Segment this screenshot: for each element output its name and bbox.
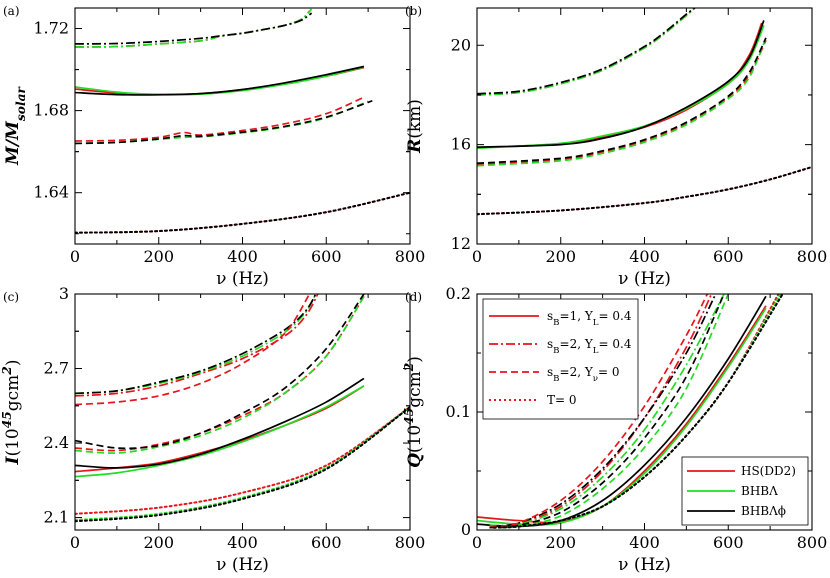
- panel-label: (b): [405, 4, 422, 18]
- legend-label-hs: HS(DD2): [741, 464, 796, 478]
- x-tick-label: 400: [227, 533, 258, 552]
- y-tick-label: 2.4: [44, 433, 69, 452]
- panel-d: 0 200 400 600 800 0 0.1 0.2 (d) ν (Hz) Q(1045gcm2): [402, 284, 827, 575]
- series-line-bhblphi-T0: [477, 165, 812, 216]
- x-tick-label: 0: [70, 247, 80, 266]
- series-line-bhblphi-T0: [492, 294, 784, 529]
- series-line-bhbl-T0: [75, 406, 410, 522]
- x-axis-label: ν (Hz): [618, 555, 671, 575]
- x-tick-label: 600: [311, 247, 342, 266]
- y-tick-label: 2.7: [44, 359, 69, 378]
- panel-c: 0 200 400 600 800 2.1 2.4 2.7 3 (c) ν (Hz) I(1045gc…: [0, 284, 425, 575]
- y-tick-label: 0.1: [446, 402, 471, 421]
- x-axis-label: ν (Hz): [618, 269, 671, 289]
- x-tick-label: 600: [713, 247, 744, 266]
- series-line-hs-T0: [75, 406, 410, 515]
- panel-label: (a): [3, 4, 20, 18]
- x-tick-label: 800: [797, 247, 828, 266]
- series-line-bhblphi-T0: [75, 406, 410, 523]
- series-line-hs-sb2y0: [75, 96, 365, 142]
- y-axis-label: I(1045gcm2): [0, 360, 23, 466]
- series-line-bhblphi-sb2y0: [75, 99, 373, 145]
- legend-label-bhbl: BHBΛ: [741, 484, 778, 498]
- y-tick-label: 1.64: [33, 183, 69, 202]
- y-axis-label: R(km): [405, 99, 425, 154]
- y-axis-label: M/Msolar: [3, 85, 28, 165]
- panel-label: (d): [405, 290, 422, 304]
- series-line-bhblphi-sb2: [477, 8, 696, 95]
- y-tick-label: 1.68: [33, 101, 69, 120]
- series-line-bhblphi-sb1: [75, 65, 365, 96]
- y-axis-label: Q(1045gcm2): [402, 356, 425, 468]
- series-line-bhbl-sb1: [75, 385, 365, 478]
- panel-a: 0 200 400 600 800 1.64 1.68 1.72 (a) ν (Hz) M/Msol…: [3, 4, 425, 289]
- x-tick-label: 600: [713, 533, 744, 552]
- x-tick-label: 400: [227, 247, 258, 266]
- legend-box: [482, 298, 639, 420]
- panel-label: (c): [3, 290, 19, 304]
- x-tick-label: 400: [629, 533, 660, 552]
- y-tick-label: 20: [451, 35, 471, 54]
- x-tick-label: 200: [545, 533, 576, 552]
- x-tick-label: 200: [545, 247, 576, 266]
- series-line-bhbl-sb2: [477, 8, 696, 96]
- x-tick-label: 0: [70, 533, 80, 552]
- series-line-bhblphi-sb2: [489, 294, 717, 528]
- series-line-hs-sb2y0: [477, 39, 767, 166]
- x-axis-label: ν (Hz): [216, 555, 269, 575]
- x-tick-label: 0: [472, 533, 482, 552]
- series-line-bhbl-sb2y0: [477, 37, 767, 167]
- y-tick-label: 0.2: [446, 284, 471, 303]
- y-tick-label: 3: [59, 284, 69, 303]
- series-line-bhbl-sb2: [489, 294, 725, 527]
- legend-label-sb2: sB=2, YL= 0.4: [547, 337, 632, 356]
- series-line-bhblphi-sb1: [75, 377, 365, 469]
- series-line-bhbl-sb2y0: [489, 294, 730, 529]
- series-line-bhblphi-sb2y0: [489, 294, 725, 529]
- panel-b: 0 200 400 600 800 12 16 20 (b) ν (Hz) R(km): [405, 4, 827, 289]
- x-tick-label: 200: [143, 247, 174, 266]
- series-line-bhblphi-sb2y0: [477, 37, 767, 165]
- legend-line-styles: sB=1, YL= 0.4 sB=2, YL= 0.4 sB=2, Yν= 0 T= …: [482, 298, 639, 420]
- legend-models: HS(DD2) BHBΛ BHBΛϕ: [681, 456, 809, 526]
- legend-label-sb2y0: sB=2, Yν= 0: [547, 365, 620, 384]
- series-group: [477, 8, 812, 216]
- series-line-hs-sb2y0: [489, 294, 709, 528]
- x-tick-label: 800: [797, 533, 828, 552]
- series-line-bhblphi-sb2y0: [75, 294, 365, 450]
- y-tick-label: 1.72: [33, 19, 69, 38]
- legend-label-bhblphi: BHBΛϕ: [741, 504, 786, 518]
- x-tick-label: 400: [629, 247, 660, 266]
- series-line-hs-sb2: [75, 294, 319, 397]
- y-tick-label: 0: [461, 520, 471, 539]
- series-line-bhblphi-sb2: [75, 12, 313, 45]
- legend-label-T0: T= 0: [547, 393, 577, 407]
- y-tick-label: 16: [451, 135, 471, 154]
- x-tick-label: 800: [395, 247, 426, 266]
- series-group: [75, 8, 410, 234]
- series-group: [75, 294, 410, 523]
- series-line-bhblphi-sb1: [477, 20, 765, 148]
- series-line-hs-sb2y0: [75, 294, 311, 406]
- series-line-bhbl-sb2y0: [75, 296, 365, 454]
- legend-label-sb1: sB=1, YL= 0.4: [547, 309, 632, 328]
- series-group: [477, 294, 784, 529]
- x-tick-label: 800: [395, 533, 426, 552]
- series-line-bhblphi-T0: [75, 191, 410, 234]
- y-tick-label: 2.1: [44, 508, 69, 527]
- x-axis-label: ν (Hz): [216, 269, 269, 289]
- x-tick-label: 600: [311, 533, 342, 552]
- x-tick-label: 0: [472, 247, 482, 266]
- y-tick-label: 12: [451, 234, 471, 253]
- x-tick-label: 200: [143, 533, 174, 552]
